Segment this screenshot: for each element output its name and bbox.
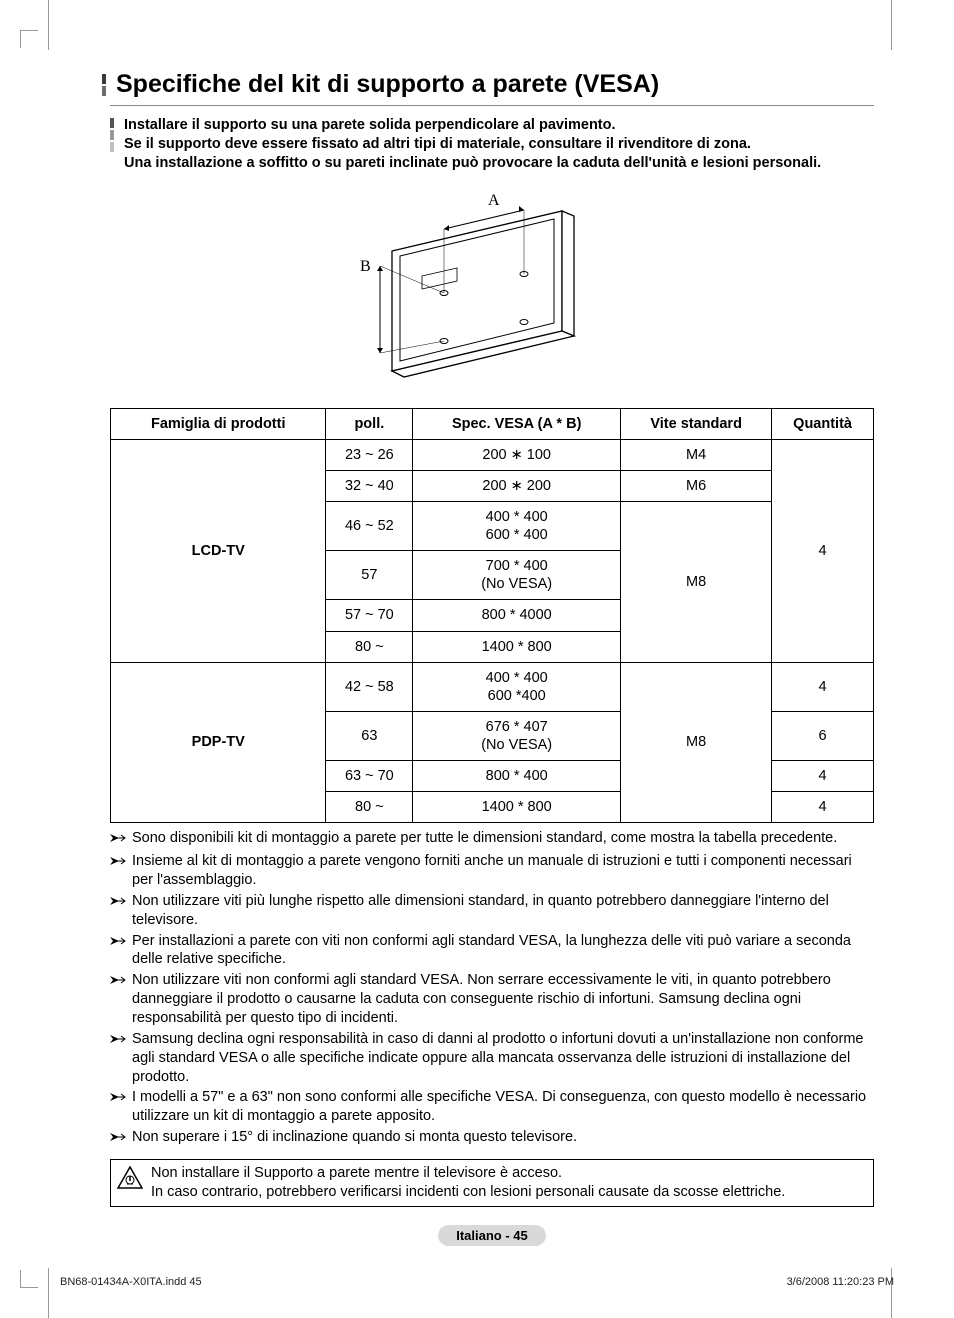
col-screw: Vite standard xyxy=(621,408,772,439)
cell-poll: 23 ~ 26 xyxy=(326,439,413,470)
arrow-icon xyxy=(110,1090,128,1109)
arrow-icon xyxy=(110,894,128,913)
cell-spec: 676 * 407(No VESA) xyxy=(413,711,621,760)
cell-poll: 32 ~ 40 xyxy=(326,470,413,501)
note-item: Samsung declina ogni responsabilità in c… xyxy=(110,1030,874,1087)
print-footer: BN68-01434A-X0ITA.indd 45 3/6/2008 11:20… xyxy=(60,1276,894,1288)
arrow-icon xyxy=(110,854,128,873)
note-item: Insieme al kit di montaggio a parete ven… xyxy=(110,852,874,890)
crop-mark xyxy=(48,1268,49,1318)
cell-spec: 1400 * 800 xyxy=(413,631,621,662)
cell-qty: 4 xyxy=(772,662,874,711)
cell-poll: 46 ~ 52 xyxy=(326,501,413,550)
cell-spec: 200 ∗ 200 xyxy=(413,470,621,501)
cell-family: LCD-TV xyxy=(111,439,326,662)
note-item: Non superare i 15° di inclinazione quand… xyxy=(110,1128,874,1149)
note-text: Samsung declina ogni responsabilità in c… xyxy=(132,1030,874,1087)
crop-mark xyxy=(48,0,49,50)
title-rule xyxy=(110,105,874,106)
diagram-label-a: A xyxy=(488,192,500,209)
arrow-icon xyxy=(110,973,128,992)
note-item: Non utilizzare viti non conformi agli st… xyxy=(110,971,874,1028)
crop-mark xyxy=(891,0,892,50)
cell-spec: 700 * 400(No VESA) xyxy=(413,551,621,600)
cell-qty: 4 xyxy=(772,439,874,662)
title-row: Specifiche del kit di supporto a parete … xyxy=(102,70,874,99)
col-family: Famiglia di prodotti xyxy=(111,408,326,439)
cell-qty: 4 xyxy=(772,761,874,792)
intro-text: Installare il supporto su una parete sol… xyxy=(124,116,821,173)
note-item: Non utilizzare viti più lunghe rispetto … xyxy=(110,892,874,930)
page-content: Specifiche del kit di supporto a parete … xyxy=(110,70,874,1246)
table-header-row: Famiglia di prodotti poll. Spec. VESA (A… xyxy=(111,408,874,439)
cell-screw: M4 xyxy=(621,439,772,470)
cell-spec: 400 * 400600 *400 xyxy=(413,662,621,711)
note-text: Non superare i 15° di inclinazione quand… xyxy=(132,1128,577,1147)
cell-screw: M8 xyxy=(621,501,772,662)
note-item: I modelli a 57" e a 63" non sono conform… xyxy=(110,1088,874,1126)
note-text: I modelli a 57" e a 63" non sono conform… xyxy=(132,1088,874,1126)
arrow-icon xyxy=(110,1032,128,1051)
table-row: LCD-TV 23 ~ 26 200 ∗ 100 M4 4 xyxy=(111,439,874,470)
page-number-tag: Italiano - 45 xyxy=(110,1225,874,1246)
cell-poll: 57 xyxy=(326,551,413,600)
note-item: Sono disponibili kit di montaggio a pare… xyxy=(110,829,874,850)
cell-spec: 800 * 400 xyxy=(413,761,621,792)
footer-timestamp: 3/6/2008 11:20:23 PM xyxy=(787,1276,894,1288)
diagram-label-b: B xyxy=(360,258,371,275)
cell-spec: 200 ∗ 100 xyxy=(413,439,621,470)
note-text: Sono disponibili kit di montaggio a pare… xyxy=(132,829,837,848)
cell-poll: 57 ~ 70 xyxy=(326,600,413,631)
col-spec: Spec. VESA (A * B) xyxy=(413,408,621,439)
vesa-diagram: A B xyxy=(110,181,874,394)
cell-poll: 63 ~ 70 xyxy=(326,761,413,792)
note-item: Per installazioni a parete con viti non … xyxy=(110,932,874,970)
cell-qty: 6 xyxy=(772,711,874,760)
table-row: PDP-TV 42 ~ 58 400 * 400600 *400 M8 4 xyxy=(111,662,874,711)
cell-poll: 80 ~ xyxy=(326,792,413,823)
cell-spec: 1400 * 800 xyxy=(413,792,621,823)
note-text: Non utilizzare viti non conformi agli st… xyxy=(132,971,874,1028)
arrow-icon xyxy=(110,934,128,953)
col-qty: Quantità xyxy=(772,408,874,439)
arrow-icon xyxy=(110,831,128,850)
cell-family: PDP-TV xyxy=(111,662,326,823)
title-decor xyxy=(102,74,106,96)
note-text: Per installazioni a parete con viti non … xyxy=(132,932,874,970)
page-number-label: Italiano - 45 xyxy=(438,1225,546,1246)
warning-box: Non installare il Supporto a parete ment… xyxy=(110,1159,874,1207)
crop-mark xyxy=(20,30,38,48)
intro-decor xyxy=(110,118,114,173)
cell-spec: 800 * 4000 xyxy=(413,600,621,631)
arrow-icon xyxy=(110,1130,128,1149)
cell-spec: 400 * 400600 * 400 xyxy=(413,501,621,550)
cell-screw: M6 xyxy=(621,470,772,501)
warning-text: Non installare il Supporto a parete ment… xyxy=(151,1164,785,1202)
cell-qty: 4 xyxy=(772,792,874,823)
crop-mark xyxy=(20,1270,38,1288)
note-text: Non utilizzare viti più lunghe rispetto … xyxy=(132,892,874,930)
vesa-spec-table: Famiglia di prodotti poll. Spec. VESA (A… xyxy=(110,408,874,824)
warning-icon xyxy=(117,1166,143,1196)
note-text: Insieme al kit di montaggio a parete ven… xyxy=(132,852,874,890)
intro-row: Installare il supporto su una parete sol… xyxy=(110,116,874,173)
col-poll: poll. xyxy=(326,408,413,439)
notes-list: Sono disponibili kit di montaggio a pare… xyxy=(110,829,874,1149)
footer-filename: BN68-01434A-X0ITA.indd 45 xyxy=(60,1276,202,1288)
cell-poll: 80 ~ xyxy=(326,631,413,662)
cell-screw: M8 xyxy=(621,662,772,823)
cell-poll: 63 xyxy=(326,711,413,760)
page-title: Specifiche del kit di supporto a parete … xyxy=(116,70,659,99)
cell-poll: 42 ~ 58 xyxy=(326,662,413,711)
